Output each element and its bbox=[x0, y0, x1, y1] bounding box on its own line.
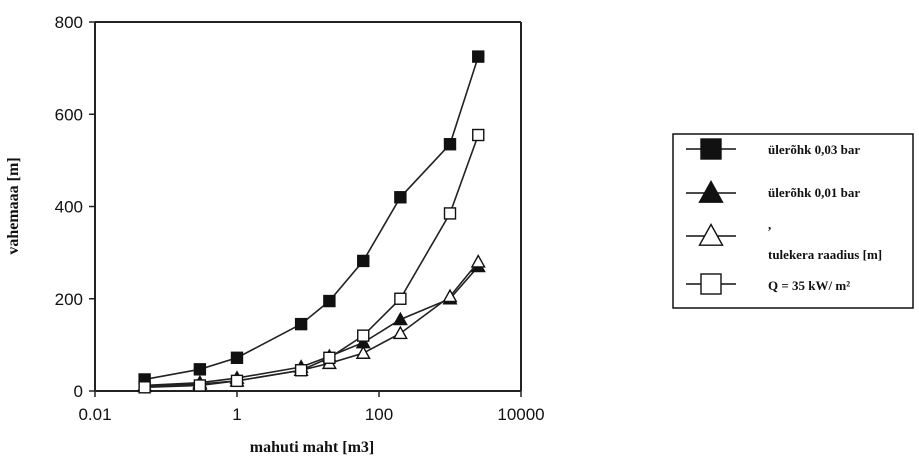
data-point bbox=[294, 364, 308, 377]
data-point bbox=[230, 374, 244, 388]
y-ticks: 0 200 400 600 800 bbox=[55, 13, 95, 401]
data-point bbox=[323, 351, 336, 364]
series bbox=[138, 128, 485, 394]
data-point bbox=[698, 180, 724, 203]
series bbox=[138, 50, 485, 386]
legend-label: tulekera raadius [m] bbox=[768, 247, 882, 262]
legend-label: ülerõhk 0,01 bar bbox=[768, 185, 860, 200]
x-tick-label: 100 bbox=[365, 405, 393, 424]
x-axis-label: mahuti maht [m3] bbox=[250, 439, 374, 456]
data-point bbox=[357, 254, 370, 268]
y-tick-label: 800 bbox=[55, 13, 83, 32]
data-point bbox=[472, 128, 485, 142]
data-point bbox=[294, 317, 308, 331]
legend-item: tulekera raadius [m] bbox=[686, 223, 882, 262]
data-point bbox=[323, 294, 336, 308]
y-tick-label: 600 bbox=[55, 105, 83, 124]
legend-item: Q = 35 kW/ m² bbox=[686, 273, 850, 295]
x-tick-label: 0.01 bbox=[78, 405, 111, 424]
data-point bbox=[472, 50, 485, 63]
data-point bbox=[230, 351, 244, 364]
data-point bbox=[394, 191, 407, 204]
legend-item: ülerõhk 0,03 bar bbox=[686, 138, 860, 160]
data-point bbox=[193, 363, 207, 376]
data-point bbox=[392, 325, 408, 340]
data-point bbox=[193, 379, 207, 392]
data-point bbox=[700, 273, 722, 295]
legend-item: ülerõhk 0,01 bar bbox=[686, 180, 860, 203]
x-ticks: 0.01 1 100 10000 bbox=[78, 391, 545, 424]
series-line bbox=[144, 56, 480, 381]
data-point bbox=[138, 381, 151, 394]
data-point bbox=[357, 329, 370, 342]
legend-separator: , bbox=[768, 217, 771, 232]
y-tick-label: 0 bbox=[74, 382, 83, 401]
y-tick-label: 200 bbox=[55, 290, 83, 309]
x-tick-label: 1 bbox=[232, 405, 241, 424]
legend-label: Q = 35 kW/ m² bbox=[768, 278, 850, 293]
y-axis-label: vahemaaa [m] bbox=[5, 157, 22, 254]
data-point bbox=[394, 292, 407, 305]
legend: ülerõhk 0,03 bar ülerõhk 0,01 bar tulekera… bbox=[672, 133, 914, 309]
data-point bbox=[700, 138, 722, 160]
x-tick-label: 10000 bbox=[497, 405, 544, 424]
series-layer bbox=[137, 50, 486, 394]
series-line bbox=[144, 134, 480, 389]
legend-items: ülerõhk 0,03 bar ülerõhk 0,01 bar tulekera… bbox=[686, 138, 882, 295]
data-point bbox=[442, 288, 458, 303]
y-tick-label: 400 bbox=[55, 198, 83, 217]
data-point bbox=[392, 311, 408, 326]
data-point bbox=[443, 207, 457, 220]
data-point bbox=[355, 345, 371, 359]
data-point bbox=[470, 254, 486, 268]
data-point bbox=[698, 223, 724, 246]
plot-area: 0.01 1 100 10000 0 200 400 600 800 bbox=[55, 13, 545, 424]
data-point bbox=[443, 138, 457, 151]
legend-label: ülerõhk 0,03 bar bbox=[768, 142, 860, 157]
